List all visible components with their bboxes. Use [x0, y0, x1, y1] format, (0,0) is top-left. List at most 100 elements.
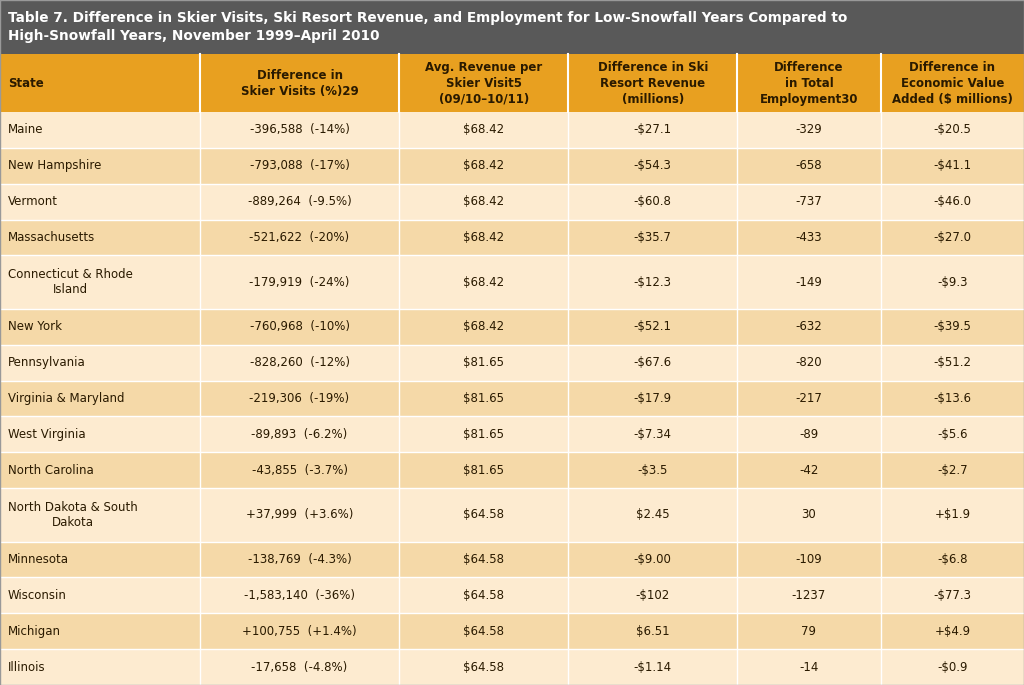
Text: West Virginia: West Virginia — [8, 428, 86, 441]
Text: Difference
in Total
Employment30: Difference in Total Employment30 — [760, 60, 858, 105]
Text: $81.65: $81.65 — [463, 464, 505, 477]
Bar — [0, 381, 1024, 416]
Bar — [0, 577, 1024, 613]
Text: -219,306  (-19%): -219,306 (-19%) — [250, 392, 349, 405]
Text: -433: -433 — [796, 231, 822, 244]
Text: -217: -217 — [796, 392, 822, 405]
Text: North Dakota & South
Dakota: North Dakota & South Dakota — [8, 501, 138, 529]
Text: -658: -658 — [796, 160, 822, 173]
Text: -$9.00: -$9.00 — [634, 553, 672, 566]
Text: -109: -109 — [796, 553, 822, 566]
Bar — [0, 542, 1024, 577]
Text: -$35.7: -$35.7 — [634, 231, 672, 244]
Text: -$5.6: -$5.6 — [937, 428, 968, 441]
Text: -$51.2: -$51.2 — [933, 356, 972, 369]
Text: $64.58: $64.58 — [463, 660, 505, 673]
Bar — [0, 0, 1024, 54]
Text: $2.45: $2.45 — [636, 508, 670, 521]
Text: -138,769  (-4.3%): -138,769 (-4.3%) — [248, 553, 351, 566]
Text: -$20.5: -$20.5 — [934, 123, 971, 136]
Text: -$0.9: -$0.9 — [937, 660, 968, 673]
Bar — [0, 184, 1024, 220]
Text: Difference in
Skier Visits (%)29: Difference in Skier Visits (%)29 — [241, 68, 358, 97]
Text: Illinois: Illinois — [8, 660, 46, 673]
Text: -737: -737 — [796, 195, 822, 208]
Text: -$17.9: -$17.9 — [634, 392, 672, 405]
Text: -42: -42 — [800, 464, 818, 477]
Bar — [0, 452, 1024, 488]
Text: -149: -149 — [796, 275, 822, 288]
Text: State: State — [8, 77, 44, 90]
Text: -43,855  (-3.7%): -43,855 (-3.7%) — [252, 464, 347, 477]
Text: -$27.1: -$27.1 — [634, 123, 672, 136]
Text: Connecticut & Rhode
Island: Connecticut & Rhode Island — [8, 268, 133, 297]
Text: -793,088  (-17%): -793,088 (-17%) — [250, 160, 349, 173]
Text: -$39.5: -$39.5 — [934, 321, 971, 334]
Text: Difference in Ski
Resort Revenue
(millions): Difference in Ski Resort Revenue (millio… — [598, 60, 708, 105]
Text: $64.58: $64.58 — [463, 625, 505, 638]
Text: -$46.0: -$46.0 — [933, 195, 972, 208]
Bar — [0, 345, 1024, 381]
Text: Massachusetts: Massachusetts — [8, 231, 95, 244]
Text: -$52.1: -$52.1 — [634, 321, 672, 334]
Text: +$4.9: +$4.9 — [934, 625, 971, 638]
Text: Pennsylvania: Pennsylvania — [8, 356, 86, 369]
Text: $68.42: $68.42 — [463, 275, 505, 288]
Text: -$13.6: -$13.6 — [933, 392, 972, 405]
Bar — [0, 54, 1024, 112]
Text: Avg. Revenue per
Skier Visit5
(09/10–10/11): Avg. Revenue per Skier Visit5 (09/10–10/… — [425, 60, 543, 105]
Text: -632: -632 — [796, 321, 822, 334]
Text: $81.65: $81.65 — [463, 392, 505, 405]
Text: $68.42: $68.42 — [463, 321, 505, 334]
Text: Wisconsin: Wisconsin — [8, 589, 67, 602]
Text: New Hampshire: New Hampshire — [8, 160, 101, 173]
Text: -$54.3: -$54.3 — [634, 160, 672, 173]
Text: $64.58: $64.58 — [463, 508, 505, 521]
Text: Table 7. Difference in Skier Visits, Ski Resort Revenue, and Employment for Low-: Table 7. Difference in Skier Visits, Ski… — [8, 10, 848, 43]
Text: -329: -329 — [796, 123, 822, 136]
Text: Difference in
Economic Value
Added ($ millions): Difference in Economic Value Added ($ mi… — [892, 60, 1013, 105]
Text: $64.58: $64.58 — [463, 553, 505, 566]
Text: $68.42: $68.42 — [463, 195, 505, 208]
Text: 79: 79 — [802, 625, 816, 638]
Text: -$1.14: -$1.14 — [634, 660, 672, 673]
Text: $68.42: $68.42 — [463, 231, 505, 244]
Text: -1,583,140  (-36%): -1,583,140 (-36%) — [244, 589, 355, 602]
Text: New York: New York — [8, 321, 62, 334]
Text: -828,260  (-12%): -828,260 (-12%) — [250, 356, 349, 369]
Text: -$77.3: -$77.3 — [933, 589, 972, 602]
Text: Virginia & Maryland: Virginia & Maryland — [8, 392, 125, 405]
Bar — [0, 256, 1024, 309]
Text: -$27.0: -$27.0 — [933, 231, 972, 244]
Bar — [0, 649, 1024, 685]
Text: -1237: -1237 — [792, 589, 826, 602]
Text: -$7.34: -$7.34 — [634, 428, 672, 441]
Text: +100,755  (+1.4%): +100,755 (+1.4%) — [243, 625, 356, 638]
Text: 30: 30 — [802, 508, 816, 521]
Text: -$12.3: -$12.3 — [634, 275, 672, 288]
Text: -521,622  (-20%): -521,622 (-20%) — [250, 231, 349, 244]
Text: -179,919  (-24%): -179,919 (-24%) — [249, 275, 350, 288]
Bar — [0, 416, 1024, 452]
Bar — [0, 220, 1024, 256]
Text: -$3.5: -$3.5 — [638, 464, 668, 477]
Text: Michigan: Michigan — [8, 625, 61, 638]
Bar — [0, 148, 1024, 184]
Text: +37,999  (+3.6%): +37,999 (+3.6%) — [246, 508, 353, 521]
Text: -$6.8: -$6.8 — [937, 553, 968, 566]
Text: +$1.9: +$1.9 — [934, 508, 971, 521]
Text: $68.42: $68.42 — [463, 123, 505, 136]
Bar — [0, 112, 1024, 148]
Text: -$2.7: -$2.7 — [937, 464, 968, 477]
Text: $64.58: $64.58 — [463, 589, 505, 602]
Text: $81.65: $81.65 — [463, 356, 505, 369]
Text: Minnesota: Minnesota — [8, 553, 69, 566]
Text: $81.65: $81.65 — [463, 428, 505, 441]
Text: -$41.1: -$41.1 — [933, 160, 972, 173]
Text: Vermont: Vermont — [8, 195, 58, 208]
Text: -$60.8: -$60.8 — [634, 195, 672, 208]
Text: -89,893  (-6.2%): -89,893 (-6.2%) — [252, 428, 347, 441]
Text: -$102: -$102 — [636, 589, 670, 602]
Text: -820: -820 — [796, 356, 822, 369]
Text: -396,588  (-14%): -396,588 (-14%) — [250, 123, 349, 136]
